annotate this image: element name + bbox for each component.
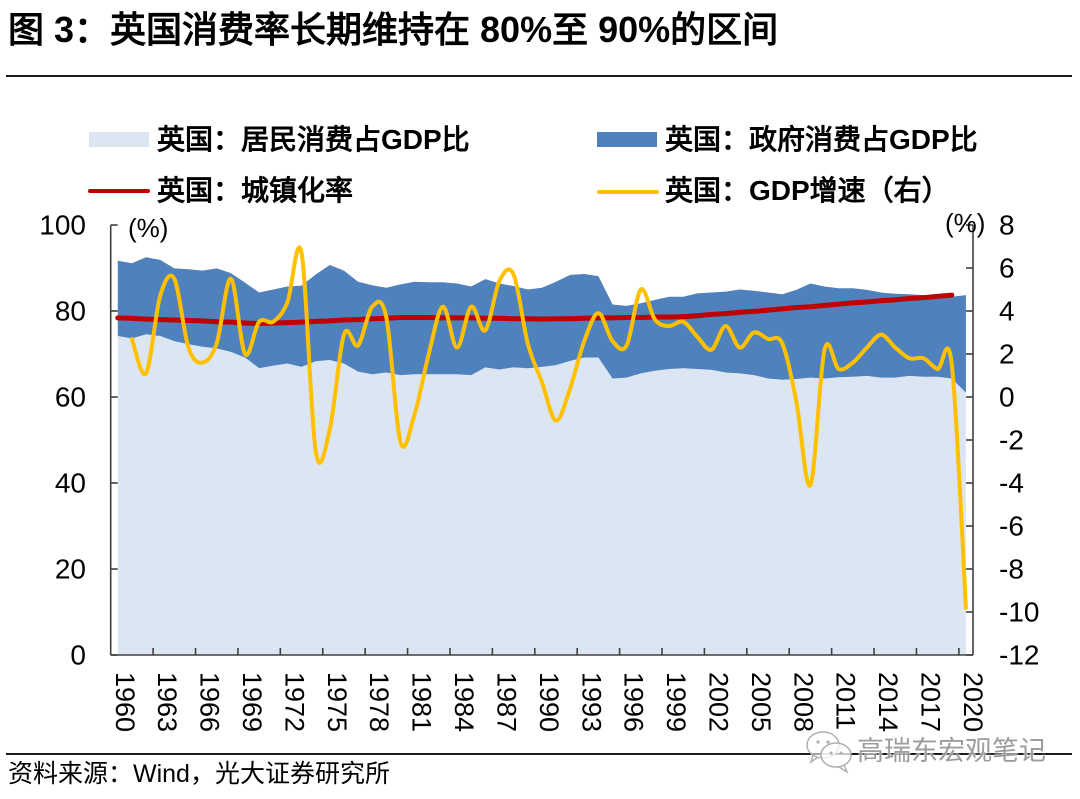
source-note: 资料来源：Wind，光大证券研究所	[8, 760, 390, 788]
y-left-tick-label: 100	[39, 210, 86, 241]
y-right-tick-label: 8	[999, 210, 1015, 241]
x-tick-label: 1996	[619, 672, 649, 732]
y-right-tick-label: -6	[999, 511, 1024, 542]
legend-swatch-household	[89, 132, 149, 147]
y-left-tick-label: 60	[55, 382, 86, 413]
line-gdp-growth	[129, 245, 968, 610]
x-tick-label: 1963	[152, 672, 182, 732]
watermark-text: 高瑞东宏观笔记	[857, 736, 1046, 766]
y-left-tick-label: 0	[70, 640, 86, 671]
legend-label-government: 英国：政府消费占GDP比	[665, 124, 978, 155]
area-household-consumption	[117, 334, 966, 655]
y-right-tick-label: -12	[999, 640, 1039, 671]
y-right-tick-label: 2	[999, 339, 1015, 370]
x-tick-label: 1987	[491, 672, 521, 732]
x-tick-label: 2014	[873, 672, 903, 732]
bottom-rule	[6, 753, 1072, 755]
legend-label-gdp: 英国：GDP增速（右）	[665, 175, 950, 206]
line-layer	[115, 245, 968, 610]
legend-swatch-government	[597, 132, 657, 147]
x-tick-label: 1969	[237, 672, 267, 732]
x-tick-label: 1984	[449, 672, 479, 732]
x-tick-label: 1999	[661, 672, 691, 732]
chart-title: 图 3：英国消费率长期维持在 80%至 90%的区间	[8, 9, 779, 50]
x-tick-label: 1960	[110, 672, 140, 732]
y-left-tick-label: 80	[55, 296, 86, 327]
y-left-unit-label: (%)	[128, 213, 168, 243]
x-tick-label: 1993	[576, 672, 606, 732]
x-tick-label: 1975	[322, 672, 352, 732]
x-tick-label: 2002	[703, 672, 733, 732]
area-layer	[117, 257, 966, 655]
y-right-tick-label: 4	[999, 296, 1015, 327]
y-right-tick-label: -4	[999, 468, 1024, 499]
area-government-consumption	[117, 257, 966, 393]
axes-layer	[109, 224, 974, 656]
y-left-tick-label: 20	[55, 554, 86, 585]
y-right-tick-label: -2	[999, 425, 1024, 456]
y-left-tick-label: 40	[55, 468, 86, 499]
y-right-tick-label: -10	[999, 597, 1039, 628]
legend-label-household: 英国：居民消费占GDP比	[157, 124, 470, 155]
x-tick-label: 2020	[958, 672, 988, 732]
x-tick-label: 2008	[788, 672, 818, 732]
x-tick-label: 1981	[407, 672, 437, 732]
top-rule	[6, 75, 1072, 77]
x-tick-label: 1966	[195, 672, 225, 732]
x-tick-label: 2005	[746, 672, 776, 732]
y-right-tick-label: 0	[999, 382, 1015, 413]
wechat-icon	[806, 731, 852, 774]
y-right-unit-label: (%)	[945, 208, 985, 238]
x-tick-label: 1972	[279, 672, 309, 732]
x-tick-label: 1990	[534, 672, 564, 732]
legend-swatch-gdp	[597, 190, 659, 194]
x-tick-label: 2017	[916, 672, 946, 732]
x-tick-label: 2011	[831, 672, 861, 730]
x-tick-label: 1978	[364, 672, 394, 732]
y-right-tick-label: -8	[999, 554, 1024, 585]
legend-swatch-urbanization	[88, 189, 150, 193]
legend-label-urbanization: 英国：城镇化率	[157, 175, 354, 206]
y-right-tick-label: 6	[999, 253, 1015, 284]
